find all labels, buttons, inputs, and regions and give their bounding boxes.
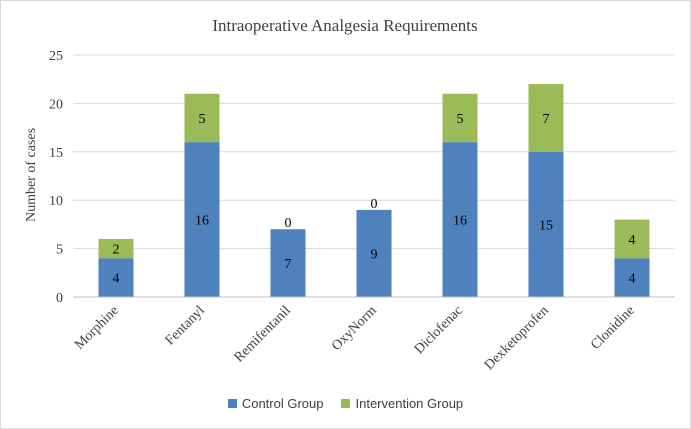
y-tick-label-20: 20 (49, 97, 63, 112)
legend-item-control: Control Group (227, 396, 324, 411)
data-label-morphine-control: 4 (113, 272, 120, 287)
x-tick-labels: Morphine Fentanyl Remifentanil OxyNorm Diclo… (72, 303, 638, 373)
data-label-diclofenac-control: 16 (453, 214, 467, 229)
legend-label-intervention: Intervention Group (355, 396, 464, 411)
x-tick-label-diclofenac: Diclofenac (412, 303, 466, 357)
legend-swatch-intervention (341, 399, 351, 408)
data-label-clonidine-control: 4 (629, 272, 636, 287)
data-label-morphine-intervention: 2 (113, 243, 120, 258)
legend-swatch-control (227, 399, 237, 408)
bar-clonidine-control (614, 258, 650, 297)
bar-diclofenac-control (442, 142, 478, 297)
bar-clonidine-intervention (614, 219, 650, 259)
bar-dexketoprofen-intervention (528, 84, 564, 152)
data-label-oxynorm-control: 9 (371, 247, 378, 262)
data-label-fentanyl-control: 16 (195, 214, 209, 229)
x-tick-label-fentanyl: Fentanyl (163, 303, 208, 348)
data-label-fentanyl-intervention: 5 (199, 112, 206, 127)
data-label-diclofenac-intervention: 5 (457, 112, 464, 127)
bar-fentanyl-intervention (184, 93, 220, 143)
bars: 4 2 16 5 7 0 9 0 16 5 15 7 4 4 (73, 84, 675, 298)
x-tick-label-oxynorm: OxyNorm (329, 303, 380, 354)
bar-oxynorm-control (356, 209, 392, 297)
x-tick-label-dexketoprofen: Dexketoprofen (482, 303, 552, 373)
x-tick-label-remifentanil: Remifentanil (232, 303, 294, 365)
chart-title: Intraoperative Analgesia Requirements (212, 16, 477, 35)
bar-diclofenac-intervention (442, 93, 478, 143)
data-label-dexketoprofen-intervention: 7 (543, 112, 550, 127)
x-tick-label-morphine: Morphine (72, 303, 122, 353)
bar-dexketoprofen-control (528, 151, 564, 297)
y-tick-labels: 0 5 10 15 20 25 (49, 49, 63, 306)
bar-fentanyl-control (184, 142, 220, 297)
legend: Control Group Intervention Group (0, 396, 691, 411)
y-tick-label-10: 10 (49, 194, 63, 209)
data-label-remifentanil-intervention: 0 (285, 216, 292, 231)
y-tick-label-25: 25 (49, 49, 63, 64)
data-label-dexketoprofen-control: 15 (539, 218, 553, 233)
bar-remifentanil-control (270, 229, 306, 297)
y-tick-label-0: 0 (56, 291, 63, 306)
bar-morphine-control (98, 258, 134, 297)
data-label-oxynorm-intervention: 0 (371, 197, 378, 212)
y-axis-label: Number of cases (24, 128, 39, 222)
data-label-clonidine-intervention: 4 (629, 233, 636, 248)
x-tick-label-clonidine: Clonidine (588, 303, 638, 353)
y-tick-label-5: 5 (56, 243, 63, 258)
y-tick-label-15: 15 (49, 146, 63, 161)
legend-label-control: Control Group (241, 396, 324, 411)
data-label-remifentanil-control: 7 (285, 257, 292, 272)
bar-morphine-intervention (98, 238, 134, 259)
legend-item-intervention: Intervention Group (341, 396, 463, 411)
